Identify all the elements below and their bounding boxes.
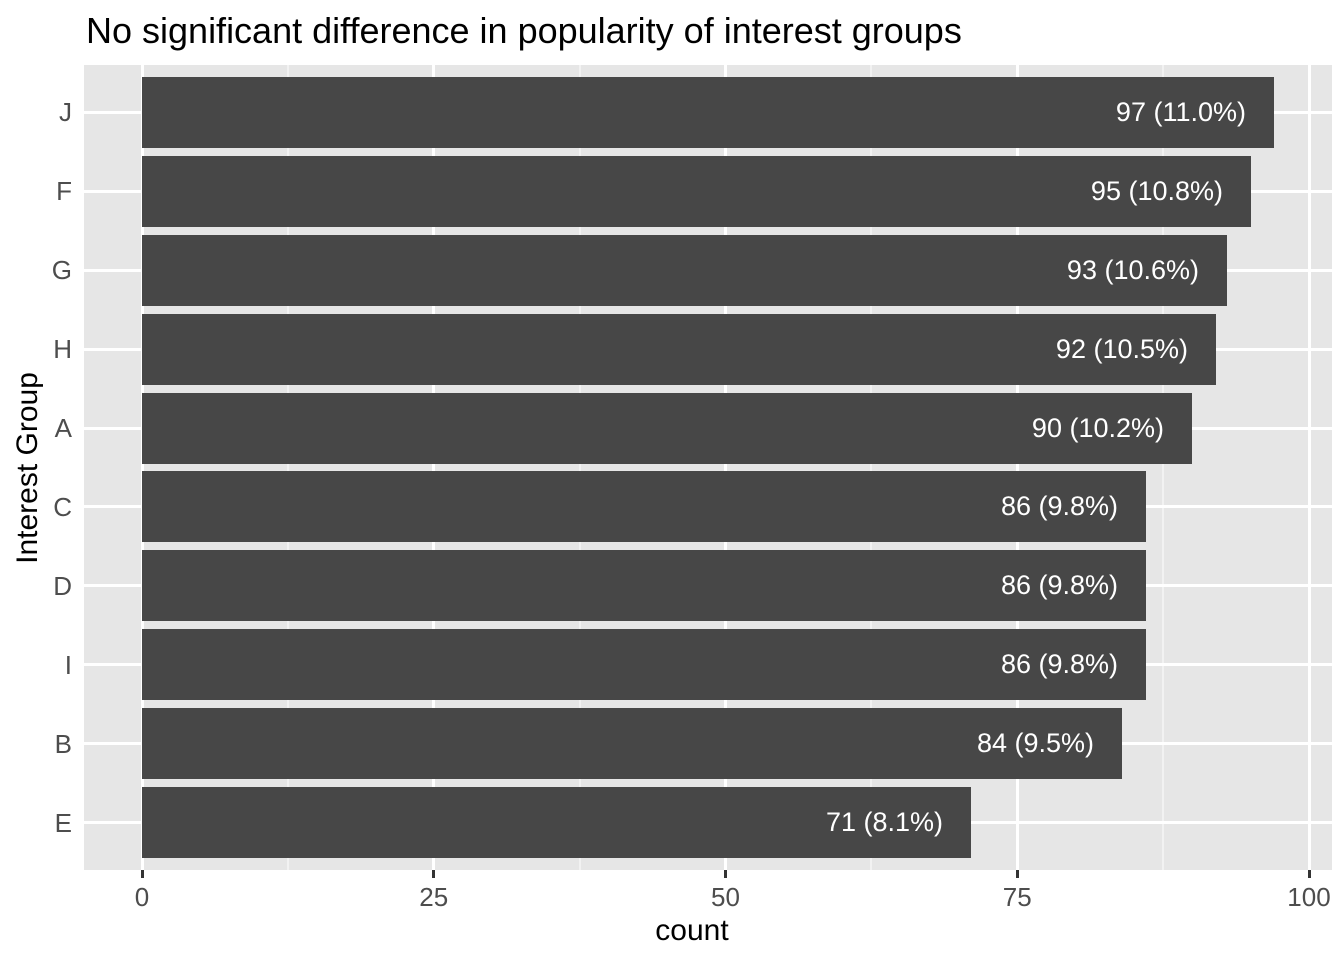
bar	[142, 156, 1251, 227]
gridline-vertical-major	[1307, 65, 1311, 870]
y-tick-label: F	[56, 176, 72, 206]
bar-label: 71 (8.1%)	[825, 807, 943, 837]
bar	[142, 629, 1146, 700]
bar	[142, 787, 971, 858]
x-tick-mark	[1307, 870, 1311, 878]
y-tick-label: H	[53, 334, 72, 364]
bar	[142, 393, 1192, 464]
x-tick-mark	[1015, 870, 1019, 878]
bar	[142, 471, 1146, 542]
bar-label: 86 (9.8%)	[1000, 570, 1118, 600]
x-axis-title: count	[655, 914, 729, 947]
gridline-vertical-major	[140, 65, 144, 870]
bar	[142, 77, 1274, 148]
chart-title: No significant difference in popularity …	[86, 10, 962, 51]
bar	[142, 314, 1216, 385]
bar	[142, 550, 1146, 621]
y-tick-label: E	[54, 808, 72, 838]
gridline-vertical-minor	[578, 65, 581, 870]
y-tick-label: I	[64, 650, 72, 680]
x-tick-mark	[724, 870, 727, 878]
bar-label: 86 (9.8%)	[1000, 491, 1118, 521]
x-tick-mark	[140, 870, 144, 878]
gridline-vertical-minor	[870, 65, 873, 870]
y-tick-label: G	[51, 255, 72, 285]
x-tick-label: 25	[419, 882, 449, 912]
y-tick-label: J	[59, 97, 72, 127]
gridline-vertical-major	[432, 65, 436, 870]
y-tick-label: C	[53, 492, 72, 522]
bar-label: 93 (10.6%)	[1066, 255, 1199, 285]
y-tick-label: D	[53, 571, 72, 601]
gridline-vertical-major	[1015, 65, 1019, 870]
x-tick-label: 75	[1002, 882, 1032, 912]
y-axis-title: Interest Group	[11, 371, 44, 564]
bar-label: 90 (10.2%)	[1031, 413, 1164, 443]
bar	[142, 708, 1122, 779]
y-tick-label: B	[54, 729, 72, 759]
bar-label: 95 (10.8%)	[1090, 176, 1223, 206]
bar-label: 92 (10.5%)	[1055, 334, 1188, 364]
bar-label: 84 (9.5%)	[976, 728, 1094, 758]
bar	[142, 235, 1227, 306]
y-tick-label: A	[54, 413, 72, 443]
plot-panel: 97 (11.0%) 95 (10.8%) 93 (10.6%) 92 (10.5%)…	[84, 65, 1332, 870]
x-tick-label: 50	[711, 882, 740, 912]
x-tick-label: 100	[1287, 882, 1331, 912]
bar-label: 86 (9.8%)	[1000, 649, 1118, 679]
gridline-vertical-minor	[286, 65, 289, 870]
gridline-vertical-minor	[1162, 65, 1165, 870]
x-tick-label: 0	[134, 882, 150, 912]
gridline-vertical-major	[724, 65, 727, 870]
bar-label: 97 (11.0%)	[1115, 97, 1246, 127]
x-tick-mark	[432, 870, 436, 878]
